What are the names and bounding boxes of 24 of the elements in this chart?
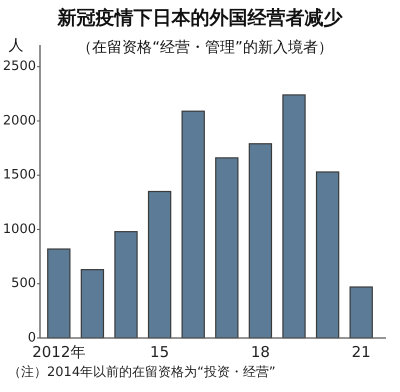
x-tick-label: 15: [150, 343, 170, 361]
x-tick-label: 21: [352, 343, 371, 361]
y-tick-label: 2000: [2, 113, 36, 128]
y-tick-label: 1500: [2, 168, 36, 183]
x-tick-label: 18: [250, 343, 270, 361]
bar: [350, 286, 373, 339]
bar: [148, 190, 172, 339]
y-tick-label: 1000: [2, 222, 36, 237]
chart-title: 新冠疫情下日本的外国经营者减少: [56, 7, 344, 29]
chart-subtitle: （在留资格“经营・管理”的新入境者）: [77, 38, 333, 56]
y-axis-title: 人: [8, 36, 24, 54]
bar: [47, 248, 70, 339]
bar: [215, 157, 238, 339]
y-tick-label: 500: [11, 276, 36, 292]
bar: [114, 231, 138, 339]
bar: [248, 143, 272, 339]
text: （注）2014年以前的在留资格为“投资・经营”: [8, 365, 276, 380]
y-tick-label: 2500: [2, 59, 36, 74]
bar: [80, 269, 104, 339]
x-tick-label: 2012年: [32, 343, 86, 361]
bar: [316, 171, 340, 339]
bar: [282, 94, 306, 339]
bar: [182, 110, 205, 339]
y-tick-label: 0: [28, 330, 36, 346]
